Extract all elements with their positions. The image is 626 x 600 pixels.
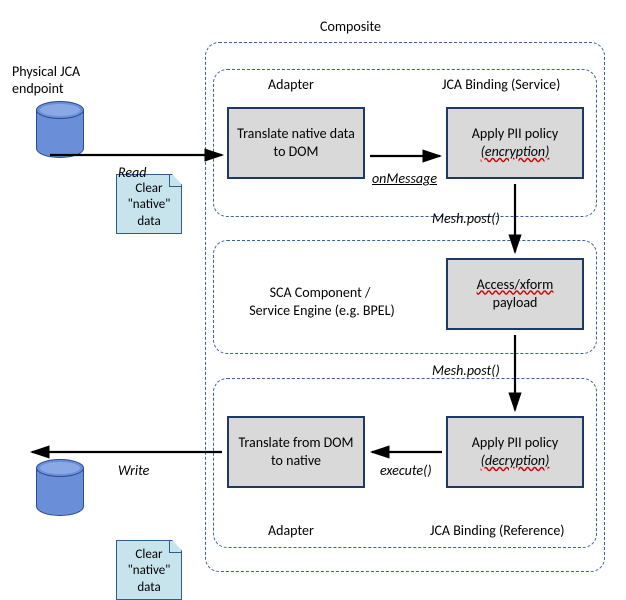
- meshpost-1-label: Mesh.post(): [432, 210, 500, 227]
- arrows-layer: [0, 0, 626, 586]
- onmessage-label: onMessage: [372, 170, 437, 187]
- execute-label: execute(): [380, 462, 432, 479]
- read-label: Read: [118, 164, 146, 181]
- meshpost-2-label: Mesh.post(): [432, 362, 500, 379]
- write-label: Write: [118, 462, 149, 479]
